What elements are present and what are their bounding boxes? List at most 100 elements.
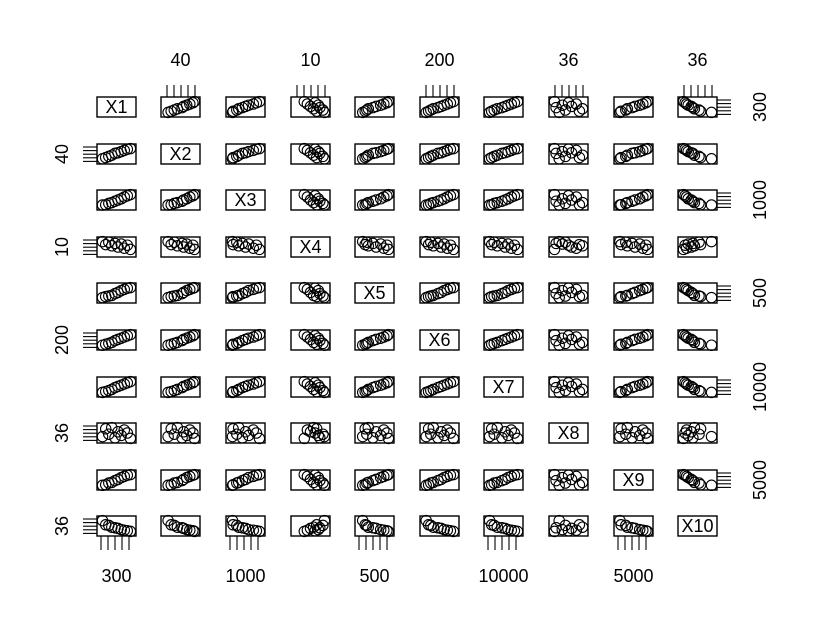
data-point — [425, 236, 437, 248]
panel-X2-X2: X2 — [160, 143, 201, 165]
panel-X8-X6 — [419, 421, 460, 445]
data-point — [188, 243, 201, 256]
panel-X4-X7 — [483, 235, 524, 258]
data-point — [705, 235, 718, 248]
data-point — [422, 423, 435, 435]
data-point — [550, 287, 562, 300]
data-point — [511, 243, 524, 256]
panel-X6-X6: X6 — [419, 329, 460, 351]
data-point — [614, 291, 626, 304]
panel-X8-X2 — [160, 421, 201, 445]
data-point — [615, 105, 627, 117]
data-point — [298, 432, 311, 445]
data-point — [679, 97, 691, 109]
data-point — [301, 98, 314, 110]
data-point — [556, 523, 569, 536]
data-point — [488, 236, 500, 248]
data-point — [298, 142, 311, 155]
data-point — [496, 237, 508, 250]
data-point — [253, 95, 266, 108]
data-point — [447, 281, 460, 294]
data-point — [242, 471, 255, 484]
panel-X4-X10 — [677, 235, 718, 258]
data-point — [312, 193, 325, 205]
data-point — [447, 188, 460, 201]
data-point — [680, 470, 693, 483]
panel-X3-X7 — [483, 188, 524, 211]
axis-tick-label-left: 40 — [52, 144, 72, 164]
data-point — [239, 241, 252, 253]
panel-X7-X1 — [96, 375, 137, 399]
axis-tick-label-right: 300 — [750, 92, 770, 122]
data-point — [550, 334, 562, 347]
data-point — [162, 235, 174, 248]
panel-X2-X8 — [548, 142, 589, 165]
data-point — [106, 240, 118, 252]
data-point — [242, 145, 255, 158]
data-point — [298, 375, 311, 388]
data-point — [301, 424, 314, 436]
data-point — [621, 103, 634, 115]
panel-X4-X5 — [354, 235, 395, 258]
panel-grid: X1 X2 X3 X4 X5 X6 X7 X8 X9 X10 — [96, 95, 718, 538]
panel-X7-X2 — [160, 375, 201, 399]
data-point — [677, 468, 690, 481]
axis-tick-label-top: 36 — [558, 50, 578, 70]
axis-tick-label-bottom: 300 — [101, 566, 131, 586]
data-point — [188, 281, 201, 294]
data-point — [693, 150, 705, 163]
panel-X9-X2 — [160, 468, 201, 492]
data-point — [570, 98, 583, 110]
panel-X1-X7 — [483, 95, 524, 119]
panel-frame — [225, 282, 266, 304]
panel-X4-X1 — [96, 235, 137, 258]
data-point — [427, 196, 440, 209]
data-point — [382, 243, 395, 256]
panel-X8-X1 — [96, 421, 137, 445]
data-point — [641, 328, 654, 341]
panel-X10-X1 — [96, 514, 137, 538]
panel-X1-X1: X1 — [96, 96, 137, 118]
data-point — [640, 190, 652, 202]
data-point — [629, 286, 641, 299]
panel-X9-X8 — [548, 468, 589, 492]
panel-X2-X6 — [419, 142, 460, 165]
axis-tick-label-bottom: 1000 — [225, 566, 265, 586]
data-point — [362, 521, 375, 533]
data-point — [570, 378, 583, 390]
data-point — [548, 328, 561, 341]
data-point — [317, 197, 329, 210]
panel-X3-X2 — [160, 188, 201, 211]
data-point — [381, 190, 393, 202]
data-point — [576, 521, 589, 533]
data-point — [253, 281, 266, 294]
panel-X9-X3 — [225, 468, 266, 492]
data-point — [180, 429, 193, 442]
data-point — [227, 238, 239, 251]
panel-X9-X10 — [677, 468, 718, 492]
panel-X6-X5 — [354, 328, 395, 351]
data-point — [438, 238, 450, 250]
data-point — [553, 291, 565, 304]
data-point — [570, 331, 583, 343]
data-point — [378, 242, 390, 254]
variable-label: X10 — [681, 516, 713, 536]
data-point — [103, 236, 115, 248]
data-point — [705, 430, 718, 443]
data-point — [171, 476, 184, 489]
data-point — [679, 190, 691, 202]
data-point — [621, 196, 634, 209]
data-point — [312, 332, 325, 344]
panel-X5-X7 — [483, 281, 524, 304]
data-point — [621, 336, 634, 349]
data-point — [680, 191, 693, 203]
panel-X1-X2 — [160, 95, 201, 119]
data-point — [705, 106, 718, 119]
data-point — [694, 105, 707, 117]
panel-X6-X10 — [677, 328, 718, 351]
data-point — [548, 375, 561, 388]
data-point — [298, 188, 311, 201]
data-point — [381, 377, 393, 389]
data-point — [570, 144, 583, 157]
